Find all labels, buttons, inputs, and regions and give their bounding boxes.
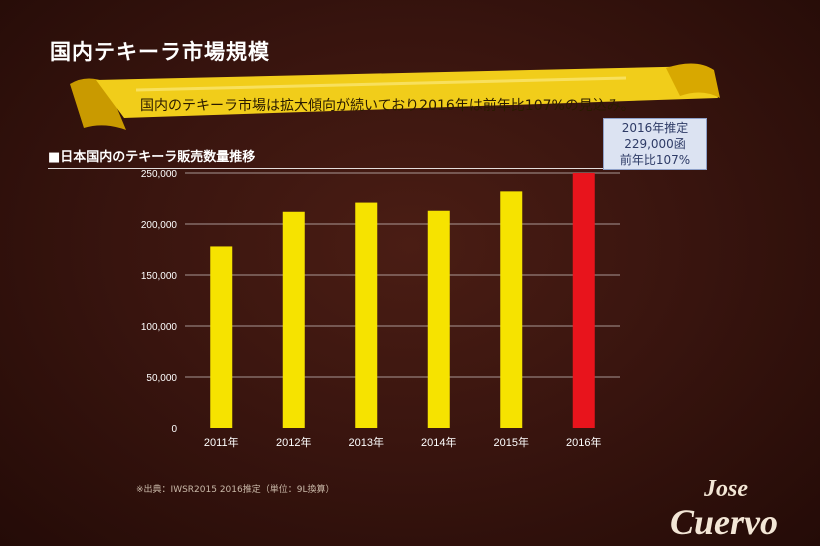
y-tick-label: 50,000 <box>146 373 177 384</box>
y-tick-label: 150,000 <box>141 271 178 282</box>
bar <box>572 173 595 428</box>
x-tick-label: 2015年 <box>494 435 529 449</box>
logo-line-2: Cuervo <box>670 502 778 542</box>
x-tick-label: 2011年 <box>204 435 239 449</box>
chart-label-rule <box>48 168 608 169</box>
x-tick-label: 2012年 <box>276 435 311 449</box>
slide-title: 国内テキーラ市場規模 <box>50 40 270 64</box>
y-tick-label: 100,000 <box>141 322 178 333</box>
bar <box>355 202 378 428</box>
ribbon-right-curl <box>666 63 720 98</box>
bar <box>500 191 523 428</box>
bar <box>427 210 450 428</box>
ribbon-left-curl <box>70 78 126 130</box>
y-tick-label: 200,000 <box>141 220 178 231</box>
source-note: ※出典：IWSR2015 2016推定（単位：9L換算） <box>136 485 335 495</box>
callout-line-1: 2016年推定 <box>621 121 689 135</box>
bar <box>282 211 305 428</box>
x-tick-label: 2013年 <box>349 435 384 449</box>
bar <box>210 246 233 428</box>
x-tick-label: 2014年 <box>421 435 456 449</box>
callout-line-2: 229,000函 <box>624 137 686 151</box>
ribbon-text: 国内のテキーラ市場は拡大傾向が続いており2016年は前年比107%の見込み。 <box>140 98 635 114</box>
forecast-callout: 2016年推定 229,000函 前年比107% <box>603 118 707 170</box>
callout-line-3: 前年比107% <box>619 153 691 167</box>
x-tick-label: 2016年 <box>566 435 601 449</box>
jose-cuervo-logo: Jose Cuervo <box>670 476 778 542</box>
ribbon-shine <box>135 76 627 92</box>
y-tick-label: 0 <box>171 424 177 435</box>
ribbon-banner <box>70 63 720 130</box>
y-tick-label: 250,000 <box>141 169 178 180</box>
logo-line-1: Jose <box>703 476 748 502</box>
chart-label: ■日本国内のテキーラ販売数量推移 <box>48 150 256 165</box>
